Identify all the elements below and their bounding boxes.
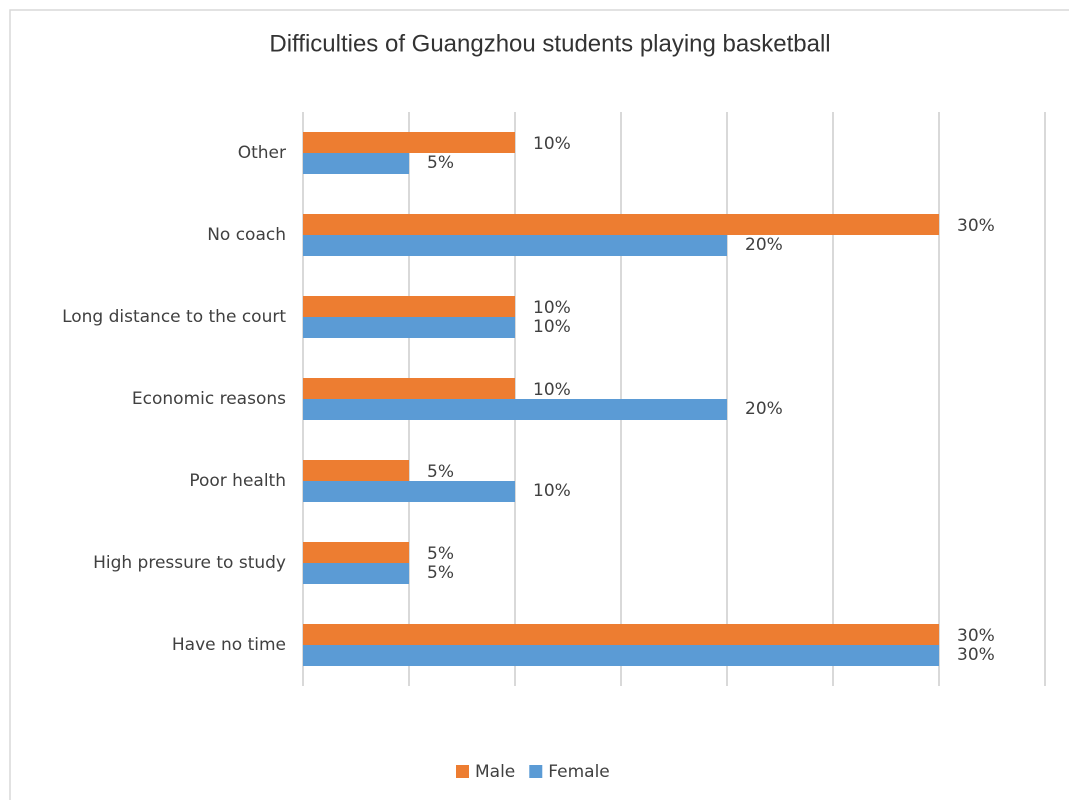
y-tick-label: Economic reasons — [132, 389, 286, 409]
legend-swatch — [456, 765, 469, 778]
bar — [303, 399, 727, 420]
y-tick-label: Poor health — [189, 471, 286, 491]
y-tick-label: High pressure to study — [93, 553, 286, 573]
data-label: 10% — [533, 380, 571, 400]
bar — [303, 460, 409, 481]
legend-label: Female — [548, 762, 609, 782]
data-label: 5% — [427, 462, 454, 482]
y-tick-label: Have no time — [172, 635, 286, 655]
bar — [303, 153, 409, 174]
data-label: 10% — [533, 481, 571, 501]
data-label: 5% — [427, 563, 454, 583]
data-label: 30% — [957, 626, 995, 646]
legend-label: Male — [475, 762, 515, 782]
bar — [303, 645, 939, 666]
data-label: 10% — [533, 134, 571, 154]
bar — [303, 542, 409, 563]
data-label: 30% — [957, 216, 995, 236]
data-label: 10% — [533, 298, 571, 318]
y-tick-label: No coach — [207, 225, 286, 245]
data-label: 20% — [745, 399, 783, 419]
bar — [303, 624, 939, 645]
data-label: 30% — [957, 645, 995, 665]
legend-swatch — [529, 765, 543, 778]
data-label: 5% — [427, 544, 454, 564]
chart-title: Difficulties of Guangzhou students playi… — [269, 30, 830, 57]
data-label: 5% — [427, 153, 454, 173]
bar — [303, 378, 515, 399]
bar — [303, 296, 515, 317]
bar — [303, 481, 515, 502]
bar — [303, 214, 939, 235]
y-tick-label: Other — [238, 143, 286, 163]
bar — [303, 563, 409, 584]
bar — [303, 235, 727, 256]
y-tick-label: Long distance to the court — [62, 307, 286, 327]
bar — [303, 317, 515, 338]
data-label: 10% — [533, 317, 571, 337]
data-label: 20% — [745, 235, 783, 255]
bar — [303, 132, 515, 153]
